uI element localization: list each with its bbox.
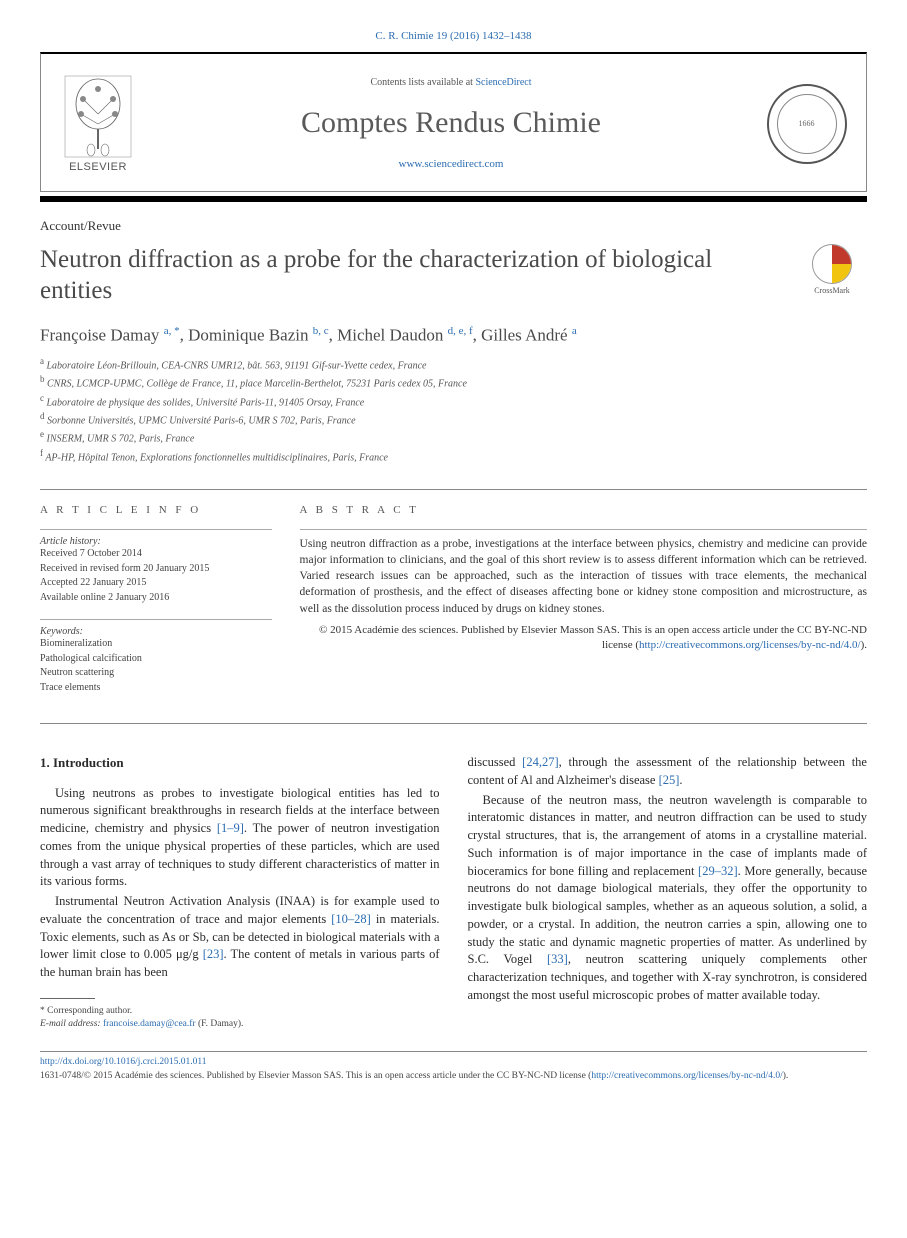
email-line: E-mail address: francoise.damay@cea.fr (… — [40, 1018, 440, 1031]
bottom-license-link[interactable]: http://creativecommons.org/licenses/by-n… — [591, 1071, 782, 1081]
corresponding-note: * Corresponding author. — [40, 1005, 440, 1018]
license-link[interactable]: http://creativecommons.org/licenses/by-n… — [639, 639, 861, 651]
article-title: Neutron diffraction as a probe for the c… — [40, 244, 797, 307]
authors-line: Françoise Damay a, *, Dominique Bazin b,… — [40, 325, 867, 346]
contents-available: Contents lists available at ScienceDirec… — [153, 77, 749, 88]
ref-link[interactable]: [1–9] — [217, 821, 244, 835]
issn-copyright: 1631-0748/© 2015 Académie des sciences. … — [40, 1071, 591, 1081]
history-label: Article history: — [40, 536, 272, 547]
crossmark-icon — [812, 244, 852, 284]
article-info-heading: A R T I C L E I N F O — [40, 504, 272, 519]
body-para: discussed [24,27], through the assessmen… — [468, 754, 868, 790]
body-para: Using neutrons as probes to investigate … — [40, 785, 440, 892]
abstract-body: Using neutron diffraction as a probe, in… — [300, 538, 867, 614]
keywords-label: Keywords: — [40, 626, 272, 637]
body-para: Instrumental Neutron Activation Analysis… — [40, 893, 440, 982]
seal-year: 1666 — [777, 94, 837, 154]
publisher-name: ELSEVIER — [53, 161, 143, 173]
citation-header: C. R. Chimie 19 (2016) 1432–1438 — [40, 30, 867, 42]
keyword-lines: BiomineralizationPathological calcificat… — [40, 637, 272, 695]
ref-link[interactable]: [23] — [203, 947, 224, 961]
affiliations-block: a Laboratoire Léon-Brillouin, CEA-CNRS U… — [40, 355, 867, 465]
ref-link[interactable]: [33] — [547, 952, 568, 966]
doi-link[interactable]: http://dx.doi.org/10.1016/j.crci.2015.01… — [40, 1057, 207, 1067]
journal-header: ELSEVIER Contents lists available at Sci… — [40, 52, 867, 192]
publisher-block: ELSEVIER — [53, 74, 143, 173]
author-email[interactable]: francoise.damay@cea.fr — [103, 1019, 196, 1029]
ref-link[interactable]: [29–32] — [698, 864, 738, 878]
crossmark-label: CrossMark — [814, 286, 850, 295]
article-type: Account/Revue — [40, 218, 867, 234]
footnote-separator — [40, 998, 95, 999]
journal-url[interactable]: www.sciencedirect.com — [153, 158, 749, 170]
header-rule — [40, 196, 867, 202]
ref-link[interactable]: [10–28] — [331, 912, 371, 926]
section-1-heading: 1. Introduction — [40, 754, 440, 772]
ref-link[interactable]: [24,27] — [522, 755, 558, 769]
crossmark-widget[interactable]: CrossMark — [797, 244, 867, 295]
abstract-heading: A B S T R A C T — [300, 504, 867, 519]
body-para: Because of the neutron mass, the neutron… — [468, 792, 868, 1005]
elsevier-tree-icon — [63, 74, 133, 159]
doi-block: http://dx.doi.org/10.1016/j.crci.2015.01… — [40, 1052, 867, 1083]
history-lines: Received 7 October 2014Received in revis… — [40, 547, 272, 605]
ref-link[interactable]: [25] — [659, 773, 680, 787]
contents-prefix: Contents lists available at — [370, 77, 475, 88]
copyright-suffix: ). — [861, 639, 867, 651]
journal-name: Comptes Rendus Chimie — [153, 106, 749, 140]
academy-seal-icon: 1666 — [767, 84, 847, 164]
sciencedirect-link[interactable]: ScienceDirect — [475, 77, 531, 88]
